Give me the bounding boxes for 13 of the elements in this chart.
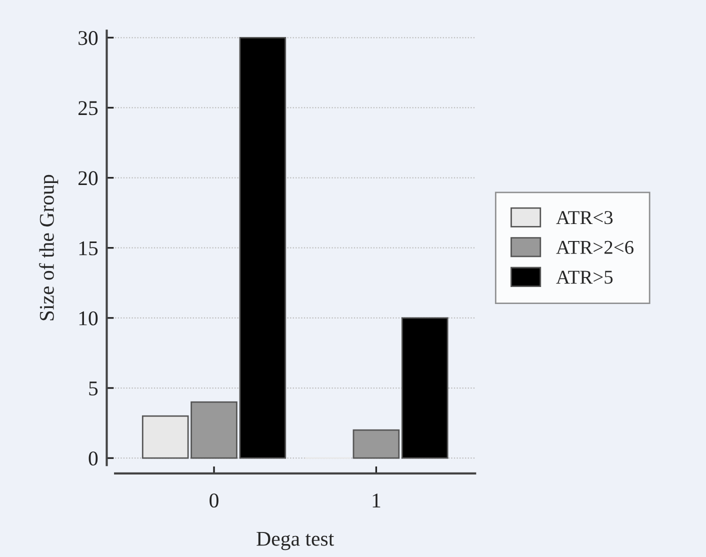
x-tick-label: 1: [372, 494, 380, 508]
y-tick-label: 10: [79, 311, 98, 326]
y-axis-title: Size of the Group: [39, 174, 58, 320]
y-tick-label: 15: [79, 241, 98, 256]
legend-label: ATR>2<6: [556, 240, 634, 254]
y-tick-label: 25: [78, 101, 98, 116]
x-axis-title: Dega test: [256, 532, 334, 550]
y-tick-label: 30: [78, 31, 98, 46]
y-tick-label: 5: [89, 382, 98, 396]
legend-label: ATR<3: [556, 211, 613, 224]
y-tick-label: 20: [78, 171, 98, 186]
legend-label: ATR>5: [556, 270, 613, 284]
y-tick-label: 0: [88, 451, 98, 466]
